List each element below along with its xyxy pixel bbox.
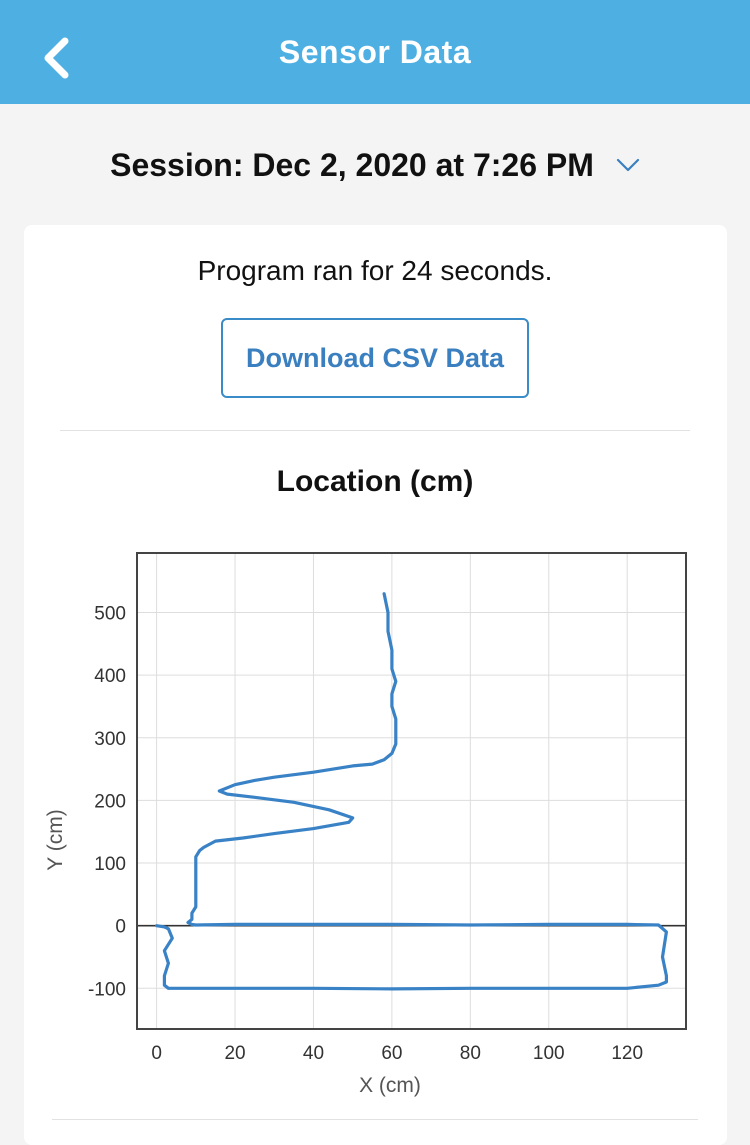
y-tick-label: 200 (94, 791, 126, 812)
plot-frame (136, 552, 687, 1030)
y-tick-label: 500 (94, 604, 126, 625)
session-selector[interactable]: Session: Dec 2, 2020 at 7:26 PM (0, 140, 750, 190)
x-axis-label: X (cm) (359, 1074, 421, 1097)
y-tick-label: 100 (94, 854, 126, 875)
download-csv-button[interactable]: Download CSV Data (221, 318, 529, 398)
x-tick-label: 0 (151, 1043, 162, 1064)
chevron-down-icon (616, 158, 639, 172)
app-bar: Sensor Data (0, 0, 750, 104)
page-title: Sensor Data (278, 33, 472, 70)
divider (60, 430, 690, 431)
x-tick-label: 120 (611, 1043, 643, 1064)
y-tick-label: 0 (115, 917, 126, 938)
x-tick-label: 100 (533, 1043, 565, 1064)
location-path-line (155, 592, 669, 991)
chart-ticks: 0 20 40 60 80 100 120 -100 0 100 200 300 400 500 (88, 604, 643, 1065)
x-tick-label: 60 (381, 1043, 402, 1064)
y-tick-label: 300 (94, 729, 126, 750)
chart-title: Location (cm) (276, 465, 474, 498)
session-label: Session: Dec 2, 2020 at 7:26 PM (110, 146, 594, 183)
y-tick-label: -100 (88, 979, 126, 1000)
runtime-text: Program ran for 24 seconds. (197, 255, 553, 286)
y-axis-label: Y (cm) (44, 809, 67, 870)
chevron-left-icon (44, 37, 69, 79)
divider-bottom (52, 1119, 698, 1120)
back-button[interactable] (28, 30, 84, 86)
x-tick-label: 80 (460, 1043, 481, 1064)
location-chart: 0 20 40 60 80 100 120 -100 0 100 200 300 400 500 X (c… (44, 552, 687, 1097)
x-tick-label: 40 (303, 1043, 324, 1064)
chart-series (155, 592, 669, 991)
y-tick-label: 400 (94, 666, 126, 687)
x-tick-label: 20 (224, 1043, 245, 1064)
